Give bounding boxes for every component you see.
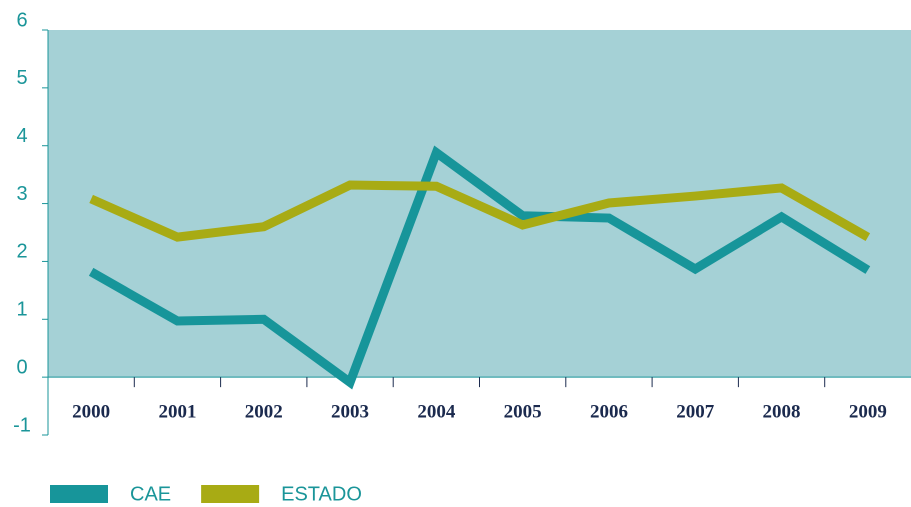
y-tick-label: 1	[16, 299, 27, 321]
series-line	[88, 145, 871, 390]
y-tick-label: 5	[16, 67, 27, 89]
y-tick-label: -1	[13, 414, 31, 436]
series-line	[89, 180, 871, 242]
x-tick-label: 2008	[763, 402, 801, 423]
y-tick-label: 0	[16, 356, 27, 378]
legend-label: ESTADO	[281, 483, 362, 505]
legend-swatch	[50, 485, 108, 503]
y-tick-label: 2	[16, 241, 27, 263]
legend-swatch	[201, 485, 260, 503]
x-tick-label: 2001	[158, 402, 196, 423]
y-tick-label: 3	[16, 183, 27, 205]
x-tick-label: 2005	[504, 402, 542, 423]
x-tick-label: 2000	[72, 402, 110, 423]
x-tick-label: 2004	[417, 402, 456, 423]
x-tick-label: 2006	[590, 402, 628, 423]
y-tick-label: 4	[16, 125, 27, 147]
y-tick-label: 6	[16, 9, 27, 31]
legend-label: CAE	[130, 483, 171, 505]
x-tick-label: 2009	[849, 402, 887, 423]
x-tick-label: 2003	[331, 402, 369, 423]
x-tick-label: 2002	[245, 402, 283, 423]
x-tick-label: 2007	[676, 402, 715, 423]
